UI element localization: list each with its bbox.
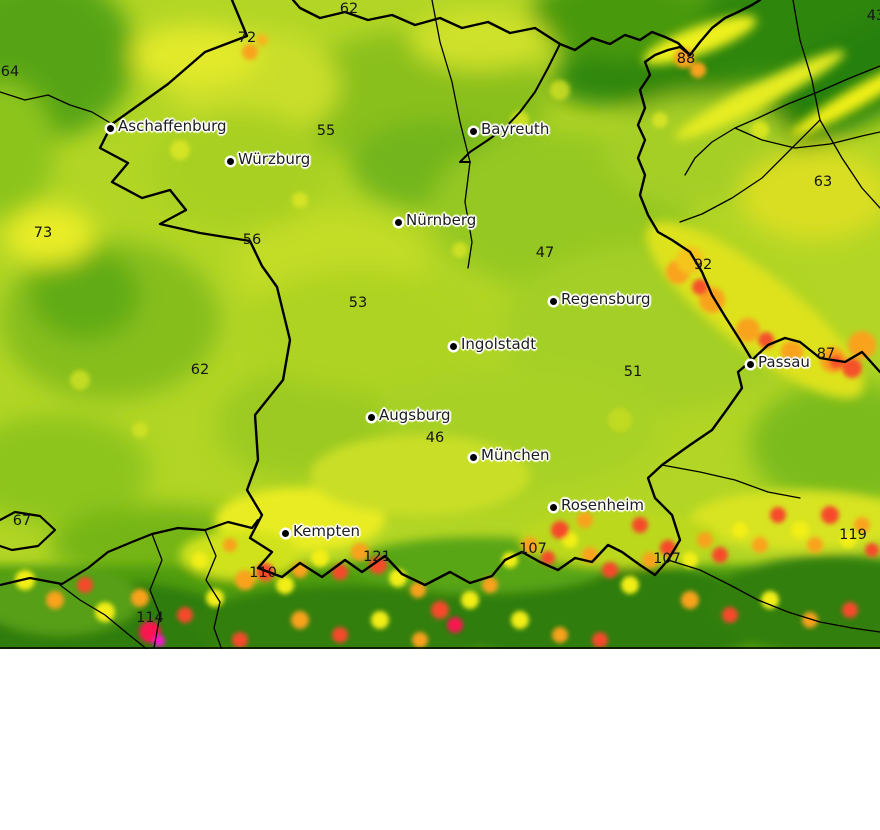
wind-value: 107 — [519, 541, 547, 557]
city-dot — [549, 503, 557, 511]
city-label: Kempten — [293, 522, 361, 540]
wind-value: 73 — [33, 225, 53, 241]
city-label: Würzburg — [238, 150, 311, 168]
map-overlays: 62 72 64 88 43 63 73 55 56 47 92 53 62 51 87 46 67 110 121… — [0, 1, 880, 626]
city-dot — [549, 297, 557, 305]
wind-value: 62 — [339, 1, 359, 17]
city-label: Ingolstadt — [461, 335, 537, 353]
city-dot — [469, 453, 477, 461]
city-label: München — [481, 446, 550, 464]
wind-value: 92 — [693, 257, 713, 273]
wind-value: 88 — [676, 51, 696, 67]
wind-value: 110 — [249, 565, 277, 581]
map-raster — [0, 0, 880, 649]
city-dot — [281, 529, 289, 537]
wind-value: 114 — [136, 610, 164, 626]
city-dot — [746, 360, 754, 368]
wind-value: 72 — [237, 30, 257, 46]
wind-value: 46 — [425, 430, 445, 446]
city-dot — [469, 127, 477, 135]
city-label: Aschaffenburg — [118, 117, 227, 135]
wind-value: 121 — [363, 549, 391, 565]
wind-value: 119 — [839, 527, 867, 543]
wind-value: 56 — [242, 232, 262, 248]
city-dot — [367, 413, 375, 421]
city-label: Regensburg — [561, 290, 651, 308]
wind-value: 107 — [653, 551, 681, 567]
wind-value: 64 — [0, 64, 20, 80]
wind-value: 67 — [12, 513, 32, 529]
wind-value: 43 — [866, 8, 880, 24]
wind-value: 51 — [623, 364, 643, 380]
wind-value: 63 — [813, 174, 833, 190]
city-label: Augsburg — [379, 406, 451, 424]
city-label: Bayreuth — [481, 120, 550, 138]
wind-value: 62 — [190, 362, 210, 378]
city-label: Rosenheim — [561, 496, 644, 514]
city-dot — [449, 342, 457, 350]
city-label: Nürnberg — [406, 211, 477, 229]
map-footer: Windböen (in km/h) Modell: ICON-D2 00z, … — [0, 649, 880, 830]
city-dot — [394, 218, 402, 226]
city-dot — [106, 124, 114, 132]
wind-value: 53 — [348, 295, 368, 311]
wind-value: 55 — [316, 123, 336, 139]
city-dot — [226, 157, 234, 165]
wind-gust-map: 62 72 64 88 43 63 73 55 56 47 92 53 62 51 87 46 67 110 121… — [0, 0, 880, 649]
wind-value: 87 — [816, 346, 836, 362]
wind-value: 47 — [535, 245, 555, 261]
city-label: Passau — [758, 353, 810, 371]
